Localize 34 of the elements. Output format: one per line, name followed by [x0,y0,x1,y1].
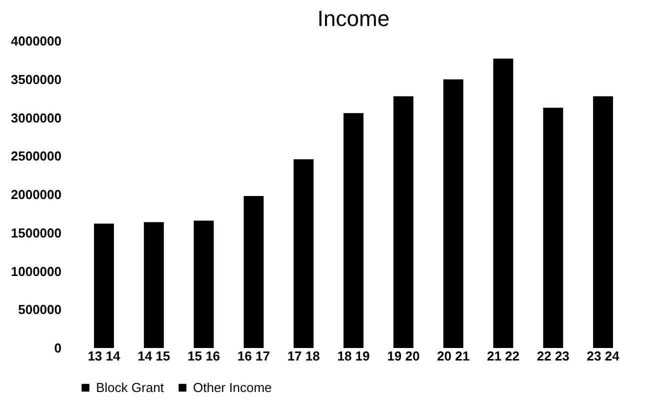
chart-title: Income [317,6,390,31]
bar [194,220,214,348]
bar [344,113,364,348]
x-tick-label: 15 16 [188,348,220,364]
bar [393,96,414,348]
x-tick-label: 20 21 [437,348,470,364]
y-tick-label: 2500000 [10,148,62,164]
x-tick-label: 22 23 [536,348,570,364]
y-tick-label: 1500000 [10,225,62,240]
bar [94,224,114,348]
x-tick-label: 19 20 [387,348,420,364]
x-tick-label: 18 19 [337,348,370,364]
bar [244,196,264,348]
x-tick-label: 13 14 [88,348,121,364]
x-tick-label: 23 24 [586,348,620,364]
bar [593,96,614,348]
legend-label: Block Grant [96,380,164,395]
x-tick-label: 14 15 [138,348,170,364]
x-tick-label: 17 18 [287,348,320,364]
x-tick-label: 21 22 [486,348,520,364]
legend-label: Other Income [193,380,272,395]
y-tick-label: 1000000 [10,264,62,279]
bar [144,222,164,348]
bar [543,108,564,348]
bar [443,79,464,348]
y-tick-label: 3500000 [10,72,62,87]
bar [493,58,514,348]
x-tick-label: 16 17 [237,348,270,364]
y-tick-label: 500000 [18,302,62,318]
bar [294,159,314,348]
y-tick-label: 2000000 [10,187,62,202]
y-tick-label: 0 [54,340,62,356]
y-tick-label: 3000000 [10,110,62,126]
y-tick-label: 4000000 [10,34,62,48]
